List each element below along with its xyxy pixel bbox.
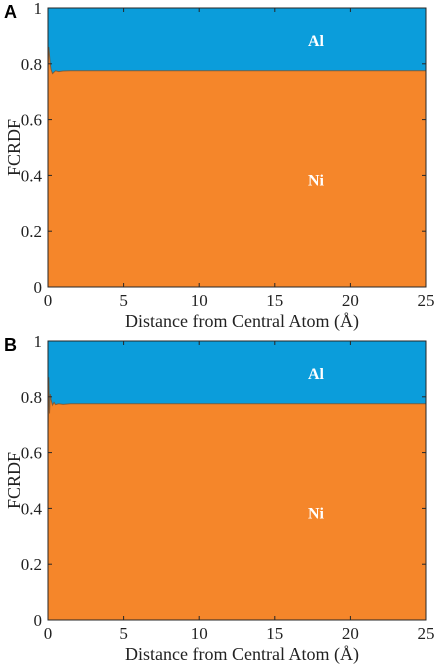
y-tick-label: 1	[34, 0, 43, 18]
y-tick-label: 0.4	[21, 166, 43, 185]
x-axis-label-b: Distance from Central Atom (Å)	[125, 644, 359, 665]
area-ni	[48, 47, 426, 288]
x-tick-label: 25	[418, 291, 435, 310]
y-tick-label: 0.4	[21, 499, 43, 518]
y-tick-label: 0.8	[21, 388, 42, 407]
area-ni	[48, 377, 426, 620]
plot-frame	[47, 7, 427, 288]
series-label-ni-b: Ni	[308, 506, 325, 523]
y-tick-label: 0.2	[21, 555, 42, 574]
x-tick-label: 20	[342, 624, 359, 643]
x-tick-label: 15	[266, 291, 283, 310]
x-axis-label-a: Distance from Central Atom (Å)	[125, 311, 359, 332]
y-tick-label: 0.8	[21, 55, 42, 74]
series-label-ni-a: Ni	[308, 173, 325, 190]
chart-panel-a: A 0 5 10 15 20 25 0 0.2 0.4 0.6 0.8 1 Al Ni Distanc…	[4, 0, 435, 332]
y-axis-label-b: FCRDF	[4, 452, 24, 509]
x-tick-label: 25	[418, 624, 435, 643]
y-tick-label: 0.6	[21, 111, 42, 130]
series-label-al-a: Al	[308, 33, 325, 50]
x-tick-label: 10	[191, 624, 208, 643]
x-tick-label: 0	[44, 624, 53, 643]
y-axis-label-a: FCRDF	[4, 119, 24, 176]
y-tick-label: 0	[34, 278, 43, 297]
plot-frame	[47, 340, 427, 621]
x-tick-label: 20	[342, 291, 359, 310]
boundary-line	[47, 47, 426, 75]
series-label-al-b: Al	[308, 366, 325, 383]
chart-panel-b: B 0 5 10 15 20 25 0 0.2 0.4 0.6 0.8 1 Al Ni Distanc…	[4, 332, 435, 665]
x-tick-label: 0	[44, 291, 53, 310]
y-tick-label: 0.6	[21, 444, 42, 463]
x-tick-label: 15	[266, 624, 283, 643]
x-tick-label: 5	[119, 624, 128, 643]
y-tick-label: 1	[34, 332, 43, 351]
y-tick-label: 0	[34, 611, 43, 630]
panel-label-b: B	[4, 335, 17, 355]
x-tick-label: 5	[119, 291, 128, 310]
y-tick-label: 0.2	[21, 222, 42, 241]
panel-label-a: A	[4, 2, 17, 22]
x-tick-label: 10	[191, 291, 208, 310]
